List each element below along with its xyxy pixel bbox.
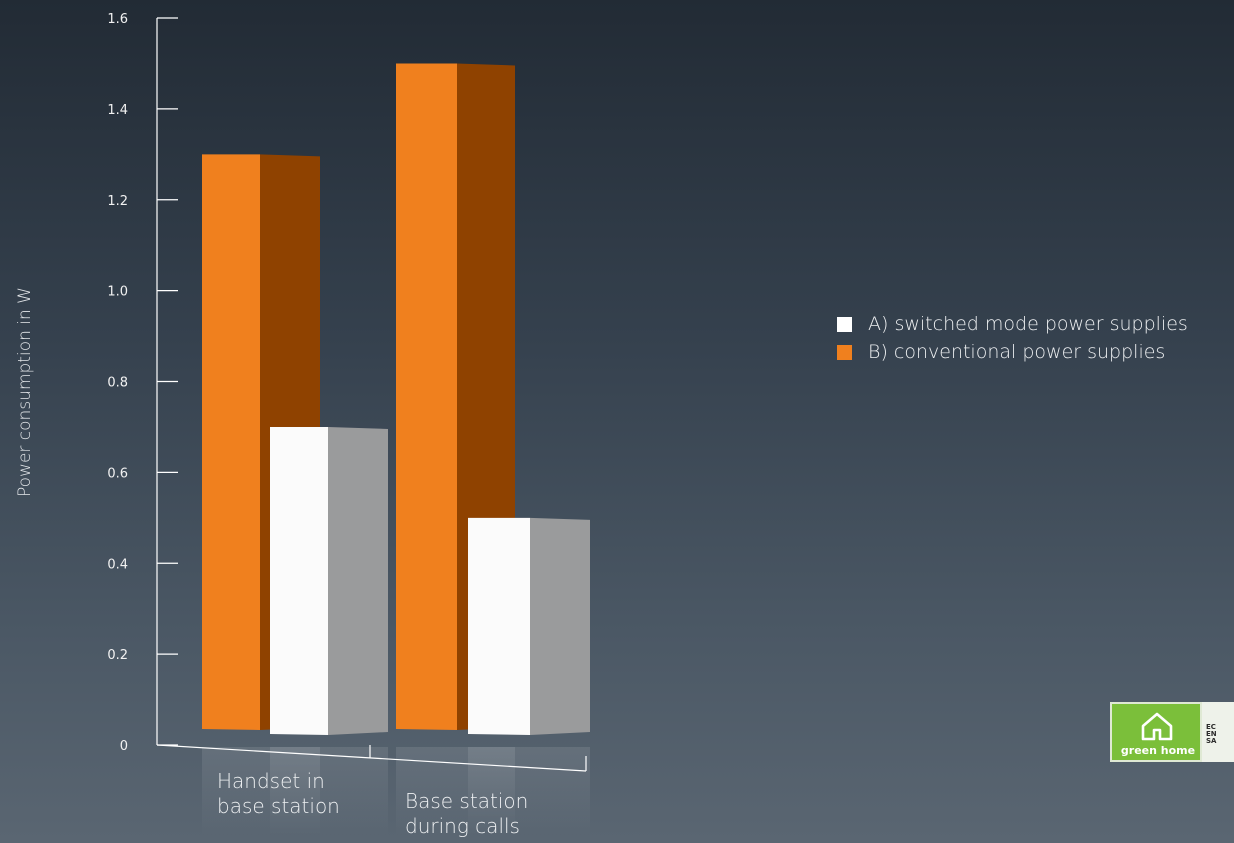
badge-side-line-2: EN [1206, 730, 1217, 738]
green-home-badge: green home EC EN SA [1110, 702, 1234, 762]
badge-side-line-3: SA [1206, 737, 1217, 745]
green-home-label: green home [1120, 744, 1196, 757]
y-axis: 0 0.2 0.4 0.6 0.8 1.0 1.2 1.4 1.6 [107, 12, 178, 754]
bar-reflection-a-0 [270, 747, 388, 837]
badge-side-text: EC EN SA [1206, 724, 1217, 745]
bar-a-1 [468, 517, 590, 735]
y-tick-label-7: 1.4 [107, 103, 128, 118]
badge-side-line-1: EC [1206, 723, 1216, 731]
bars [202, 63, 590, 735]
legend-label-a: A) switched mode power supplies [868, 313, 1188, 335]
y-tick-label-5: 1.0 [107, 285, 128, 300]
category-label-0-line-1: base station [217, 794, 340, 818]
badge-side-panel: EC EN SA [1202, 702, 1234, 762]
legend: A) switched mode power supplies B) conve… [837, 310, 1188, 366]
y-tick-label-8: 1.6 [107, 12, 128, 27]
bar-reflection-a-1 [468, 747, 590, 837]
y-tick-label-3: 0.6 [107, 466, 128, 481]
y-tick-label-1: 0.2 [107, 648, 128, 663]
category-label-1-line-1: during calls [405, 814, 520, 838]
bar-a-0 [270, 426, 388, 735]
legend-item-b: B) conventional power supplies [837, 338, 1188, 366]
category-label-1-line-0: Base station [405, 789, 528, 813]
bar-reflections [202, 747, 590, 837]
category-label-0-line-0: Handset in [217, 769, 325, 793]
house-icon [1141, 712, 1173, 741]
legend-swatch-a [837, 316, 852, 332]
legend-label-b: B) conventional power supplies [868, 341, 1166, 363]
legend-item-a: A) switched mode power supplies [837, 310, 1188, 338]
y-axis-label: Power consumption in W [15, 287, 35, 497]
x-axis-line [156, 744, 587, 772]
y-tick-label-2: 0.4 [107, 557, 128, 572]
green-home-logo: green home [1110, 702, 1202, 762]
y-tick-label-0: 0 [120, 739, 128, 754]
y-tick-label-6: 1.2 [107, 194, 128, 209]
legend-swatch-b [837, 344, 852, 360]
y-tick-label-4: 0.8 [107, 376, 128, 391]
